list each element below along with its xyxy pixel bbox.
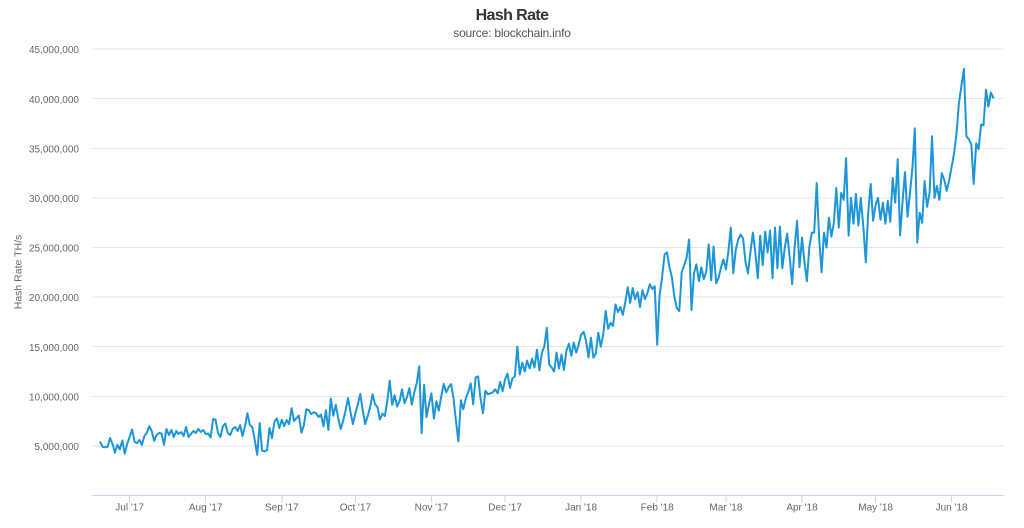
svg-text:Hash Rate TH/s: Hash Rate TH/s: [13, 235, 25, 310]
svg-text:Jan '18: Jan '18: [565, 503, 597, 514]
svg-text:Hash Rate: Hash Rate: [476, 7, 550, 24]
svg-text:Mar '18: Mar '18: [709, 503, 742, 514]
svg-text:Oct '17: Oct '17: [340, 503, 372, 514]
svg-text:Apr '18: Apr '18: [786, 503, 818, 514]
svg-text:20,000,000: 20,000,000: [29, 293, 79, 304]
svg-text:Sep '17: Sep '17: [265, 503, 299, 514]
svg-text:40,000,000: 40,000,000: [29, 95, 79, 106]
svg-text:45,000,000: 45,000,000: [29, 45, 79, 56]
svg-text:Jun '18: Jun '18: [936, 503, 968, 514]
svg-text:10,000,000: 10,000,000: [29, 392, 79, 403]
svg-text:35,000,000: 35,000,000: [29, 144, 79, 155]
svg-text:Aug '17: Aug '17: [189, 503, 223, 514]
svg-text:30,000,000: 30,000,000: [29, 194, 79, 205]
svg-text:May '18: May '18: [858, 503, 893, 514]
svg-text:Nov '17: Nov '17: [415, 503, 449, 514]
svg-text:Jul '17: Jul '17: [115, 503, 144, 514]
svg-text:5,000,000: 5,000,000: [35, 442, 80, 453]
svg-text:source: blockchain.info: source: blockchain.info: [453, 26, 571, 40]
svg-text:Dec '17: Dec '17: [488, 503, 522, 514]
svg-text:Feb '18: Feb '18: [641, 503, 674, 514]
svg-text:25,000,000: 25,000,000: [29, 244, 79, 255]
svg-text:15,000,000: 15,000,000: [29, 343, 79, 354]
